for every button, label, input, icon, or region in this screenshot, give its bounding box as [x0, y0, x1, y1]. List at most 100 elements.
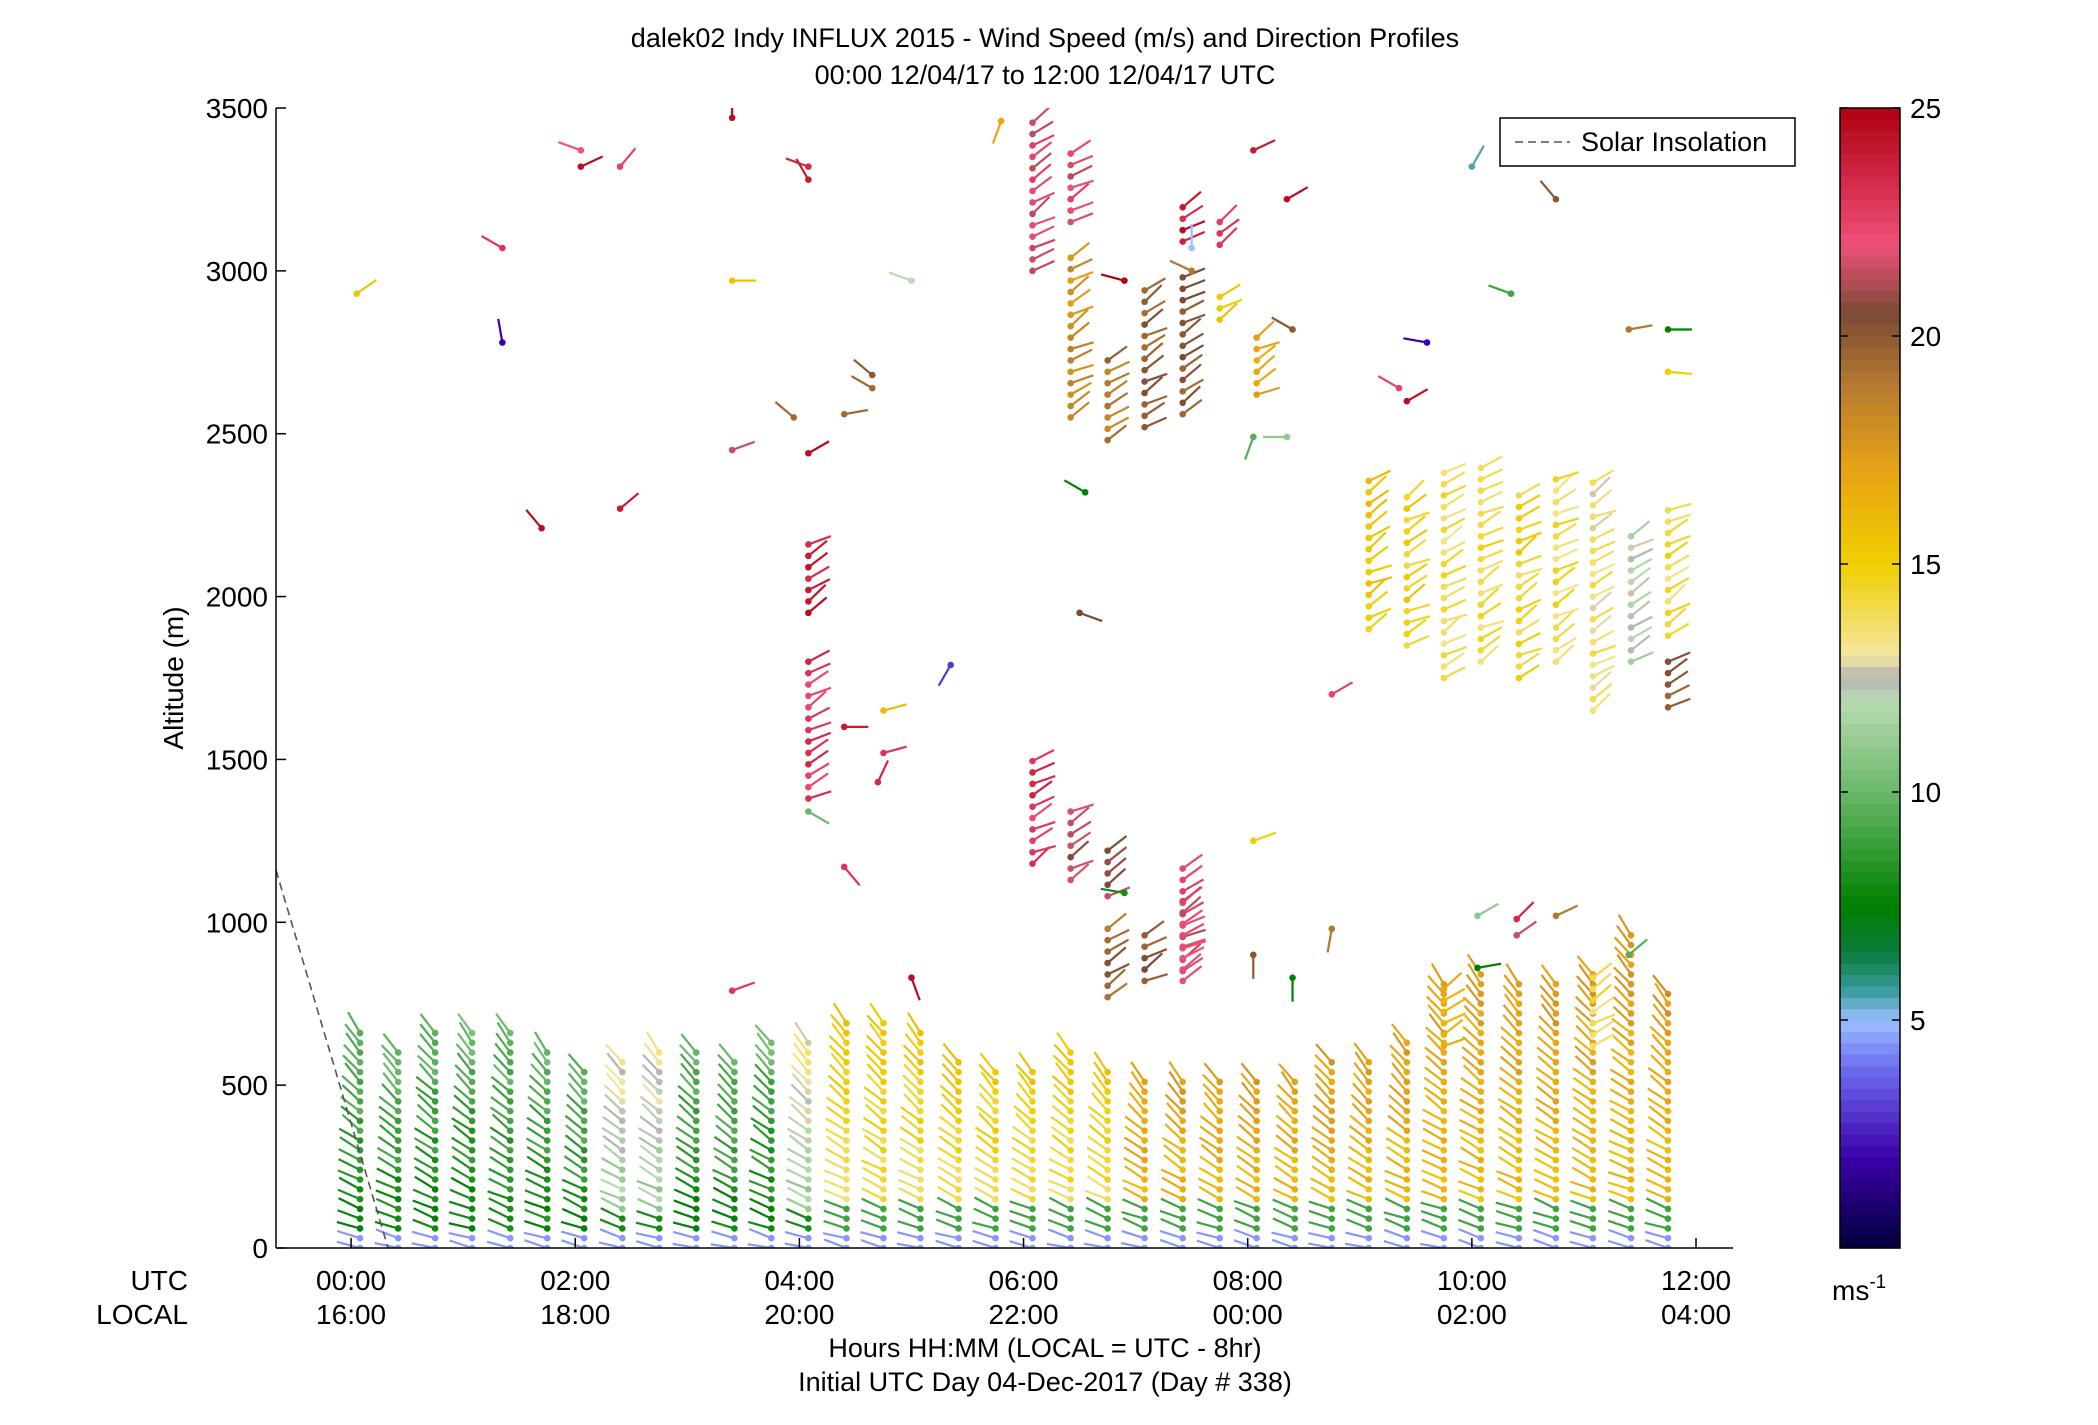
upper-barb [1067, 288, 1091, 307]
low-barb [1386, 1126, 1411, 1144]
barb-shaft [823, 1219, 847, 1230]
barb-point [1589, 650, 1597, 657]
barb-point [880, 1078, 887, 1086]
barb-shaft [347, 1011, 362, 1034]
barb-shaft [600, 1207, 623, 1220]
barb-shaft [1459, 1167, 1482, 1181]
barb-shaft [1219, 283, 1241, 298]
low-barb [1535, 1105, 1560, 1125]
barb-point [1627, 1059, 1635, 1066]
upper-barb [1552, 538, 1579, 552]
barb-point [1552, 1205, 1560, 1213]
low-barb [823, 1179, 850, 1193]
barb-point [992, 1117, 999, 1125]
upper-barb [1029, 844, 1056, 856]
barb-point [1067, 254, 1074, 262]
barb-point [1403, 1225, 1411, 1232]
barb-shaft [1499, 1066, 1520, 1083]
barb-shaft [379, 1124, 399, 1142]
barb-point [431, 1244, 439, 1248]
low-barb [748, 1188, 775, 1203]
scatter-barb [728, 440, 756, 454]
colorbar-segment [1840, 108, 1900, 120]
barb-point [1403, 585, 1411, 592]
barb-point [1477, 1156, 1485, 1164]
barb-shaft [1309, 1177, 1333, 1191]
low-barb [378, 1105, 402, 1125]
barb-shaft [1377, 375, 1400, 390]
upper-barb [1179, 946, 1205, 962]
barb-shaft [1144, 416, 1168, 429]
low-barb [1459, 1087, 1485, 1105]
barb-point [731, 1195, 738, 1203]
low-barb [1086, 1175, 1111, 1193]
low-barb [528, 1103, 551, 1125]
barb-shaft [937, 1165, 960, 1181]
barb-point [543, 1166, 551, 1174]
barb-shaft [1555, 505, 1580, 515]
barb-point [1664, 1019, 1672, 1027]
barb-shaft [677, 1094, 698, 1113]
low-barb [415, 1075, 439, 1095]
barb-shaft [1609, 1117, 1632, 1132]
barb-point [1076, 609, 1083, 617]
barb-point [1104, 959, 1111, 967]
barb-shaft [561, 1178, 585, 1191]
barb-point [1365, 1205, 1373, 1213]
colorbar-segment [1840, 769, 1900, 782]
upper-barb [1403, 538, 1427, 558]
barb-point [1664, 620, 1672, 628]
barb-point [1253, 1215, 1260, 1222]
barb-shaft [1443, 1036, 1467, 1048]
barb-shaft [1084, 1228, 1108, 1240]
colorbar-segment [1840, 951, 1900, 964]
barb-point [1253, 1166, 1260, 1174]
barb-point [1664, 1117, 1672, 1125]
barb-shaft [1555, 588, 1575, 606]
barb-shaft [1031, 175, 1053, 192]
low-barb [417, 1044, 439, 1066]
barb-shaft [1534, 1097, 1557, 1113]
barb-shaft [1477, 962, 1502, 969]
barb-point [992, 1166, 999, 1174]
barb-point [805, 1234, 812, 1242]
barb-shaft [1143, 308, 1164, 326]
barb-shaft [336, 1240, 361, 1248]
barb-shaft [1347, 1176, 1370, 1191]
colorbar-segment [1840, 404, 1900, 417]
barb-point [1440, 1234, 1448, 1242]
upper-barb [1067, 363, 1094, 376]
y-axis-label: Altitude (m) [158, 606, 189, 749]
barb-point [1440, 617, 1448, 625]
barb-point [917, 1078, 924, 1086]
barb-shaft [1386, 1145, 1408, 1161]
low-barb [1573, 1036, 1597, 1056]
barb-point [1291, 1205, 1299, 1213]
barb-point [468, 1234, 476, 1242]
barb-shaft [1128, 1082, 1146, 1103]
low-barb [1389, 1044, 1411, 1066]
low-barb [899, 1137, 924, 1154]
barb-shaft [1443, 1012, 1467, 1025]
colorbar-segment [1840, 1111, 1900, 1124]
barb-point [468, 1078, 476, 1086]
barb-point [1589, 1059, 1597, 1066]
barb-shaft [1256, 386, 1280, 396]
barb-point [1589, 673, 1597, 680]
upper-barb [1477, 455, 1503, 472]
barb-shaft [1540, 1003, 1557, 1024]
barb-shaft [448, 1211, 473, 1220]
barb-point [543, 1156, 551, 1164]
barb-point [1365, 603, 1373, 610]
barb-shaft [786, 1168, 809, 1181]
upper-barb [1627, 547, 1654, 563]
barb-point [1477, 1049, 1485, 1056]
barb-point [1067, 357, 1074, 364]
low-barb [1121, 1211, 1148, 1222]
low-barb [602, 1135, 626, 1154]
barb-shaft [1459, 1146, 1482, 1161]
low-barb [412, 1218, 439, 1232]
barb-point [1067, 161, 1074, 169]
barb-shaft [1199, 1125, 1221, 1142]
barb-point [1029, 164, 1036, 172]
